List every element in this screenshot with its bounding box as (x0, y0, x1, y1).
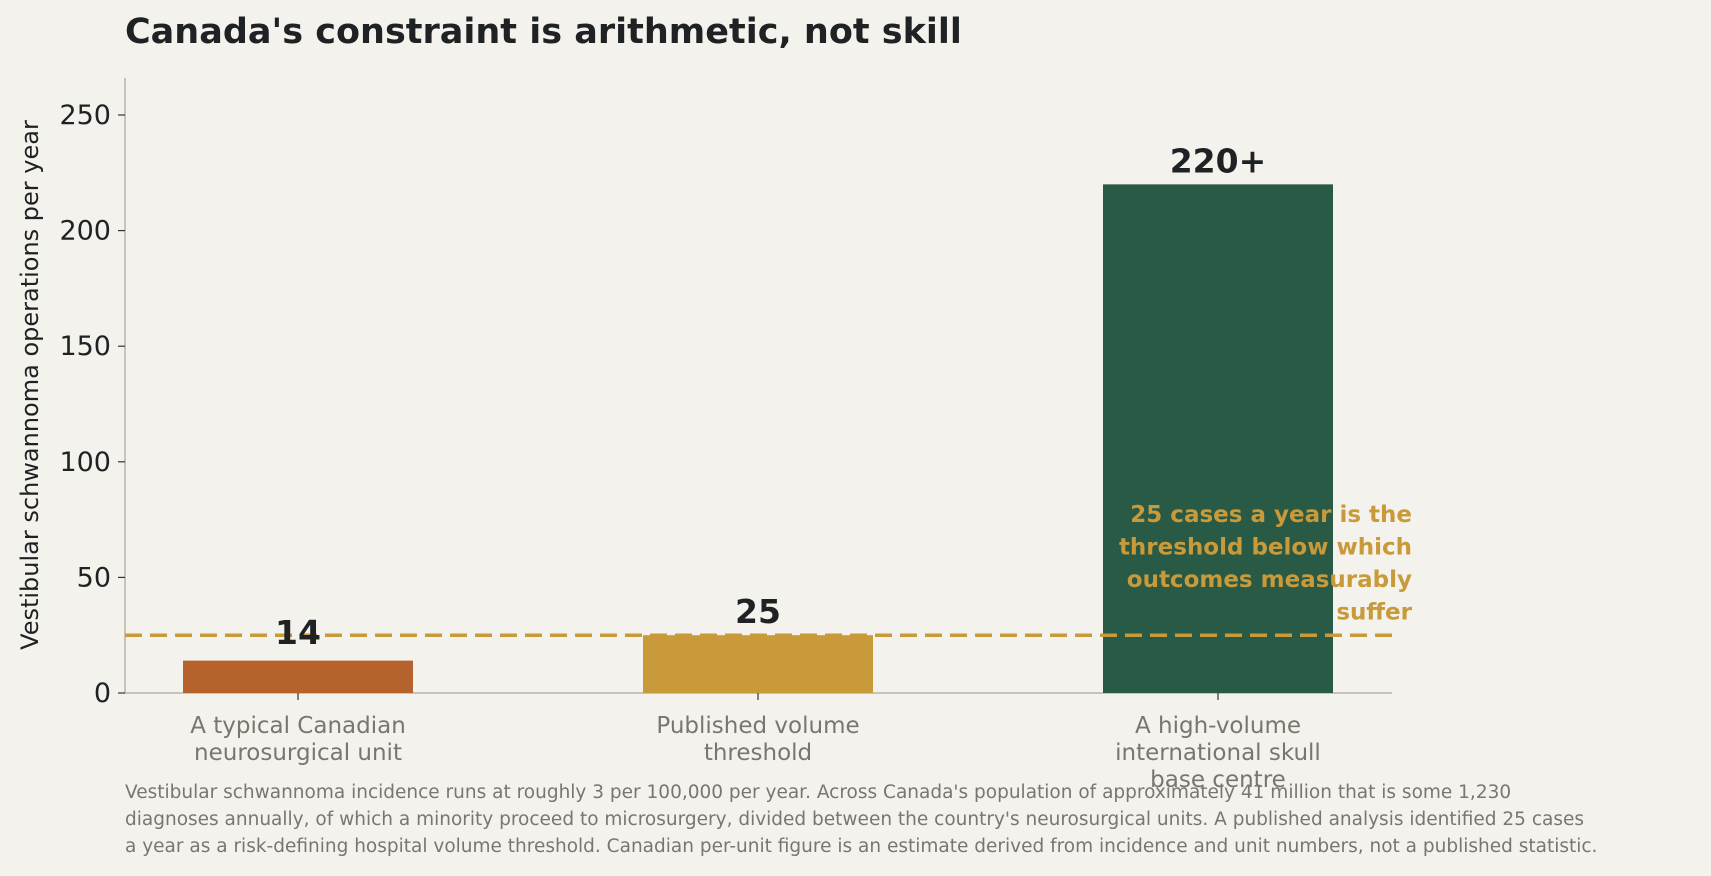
threshold-annotation: outcomes measurably (1127, 567, 1412, 593)
footnote-line: diagnoses annually, of which a minority … (125, 809, 1584, 830)
footnote: Vestibular schwannoma incidence runs at … (125, 779, 1705, 860)
y-tick-label: 0 (94, 678, 111, 709)
x-tick-label: Published volume (656, 713, 859, 739)
bar (643, 635, 873, 693)
bar (183, 660, 413, 693)
threshold-annotation: threshold below which (1119, 535, 1412, 561)
y-tick-label: 150 (59, 331, 111, 362)
x-tick-label: international skull (1115, 740, 1321, 766)
x-tick-label: threshold (704, 740, 812, 766)
y-tick-label: 200 (59, 216, 111, 247)
data-label: 25 (735, 592, 781, 631)
y-axis-label: Vestibular schwannoma operations per yea… (16, 120, 44, 650)
footnote-line: Vestibular schwannoma incidence runs at … (125, 782, 1512, 803)
chart-title: Canada's constraint is arithmetic, not s… (125, 12, 962, 52)
threshold-annotation: suffer (1336, 600, 1412, 626)
x-tick-label: neurosurgical unit (194, 740, 402, 766)
threshold-annotation: 25 cases a year is the (1130, 502, 1412, 528)
x-tick-label: A typical Canadian (190, 713, 406, 739)
bar (1103, 184, 1333, 694)
y-tick-label: 100 (59, 447, 111, 478)
footnote-line: a year as a risk-defining hospital volum… (125, 836, 1598, 857)
data-label: 14 (275, 613, 321, 652)
data-label: 220+ (1170, 141, 1267, 180)
x-tick-label: A high-volume (1135, 713, 1301, 739)
x-tick-label: base centre (1150, 767, 1286, 793)
y-tick-label: 50 (77, 562, 111, 593)
y-tick-label: 250 (59, 100, 111, 131)
